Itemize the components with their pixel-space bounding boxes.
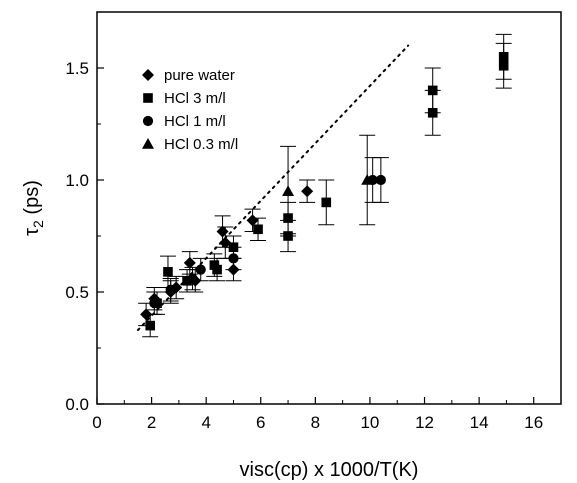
legend-entry-label: HCl 0.3 m/l [164,136,238,153]
square-point [283,231,293,241]
square-point [212,265,222,275]
legend-entry-label: HCl 3 m/l [164,90,226,107]
y-axis-label-subscript: 2 [30,220,46,228]
x-tick-label: 8 [311,413,320,432]
circle-point [228,253,238,263]
diamond-point [301,185,313,197]
diamond-point [227,264,239,276]
y-tick-label: 0.5 [65,283,89,302]
x-tick-label: 10 [360,413,379,432]
legend-entry-label: HCl 1 m/l [164,113,226,130]
circle-point [149,298,159,308]
x-tick-label: 12 [415,413,434,432]
y-tick-label: 1.5 [65,59,89,78]
square-point [499,61,509,71]
legend-diamond-marker [142,69,154,81]
x-tick-label: 4 [201,413,210,432]
square-point [253,224,263,234]
legend-square-marker [143,93,153,103]
y-axis-label-main: τ [21,228,43,236]
circle-point [166,285,176,295]
x-tick-label: 14 [470,413,489,432]
circle-point [187,273,197,283]
x-tick-label: 2 [147,413,156,432]
circle-point [196,265,206,275]
y-tick-label: 0.0 [65,395,89,414]
x-tick-label: 16 [524,413,543,432]
x-tick-label: 0 [92,413,101,432]
x-tick-label: 6 [256,413,265,432]
legend-triangle-marker [142,138,154,149]
x-axis-label: visc(cp) x 1000/T(K) [240,459,419,481]
legend-entry-label: pure water [164,67,235,84]
square-point [145,321,155,331]
square-point [321,198,331,208]
square-point [499,52,509,62]
triangle-point [282,185,294,196]
y-axis-label: τ2 (ps) [21,180,46,236]
square-point [229,242,239,252]
circle-point [376,175,386,185]
square-point [428,86,438,96]
square-point [163,267,173,277]
legend-circle-marker [143,116,153,126]
y-axis-label-unit: (ps) [21,180,43,220]
square-point [428,108,438,118]
square-point [283,213,293,223]
y-tick-label: 1.0 [65,171,89,190]
